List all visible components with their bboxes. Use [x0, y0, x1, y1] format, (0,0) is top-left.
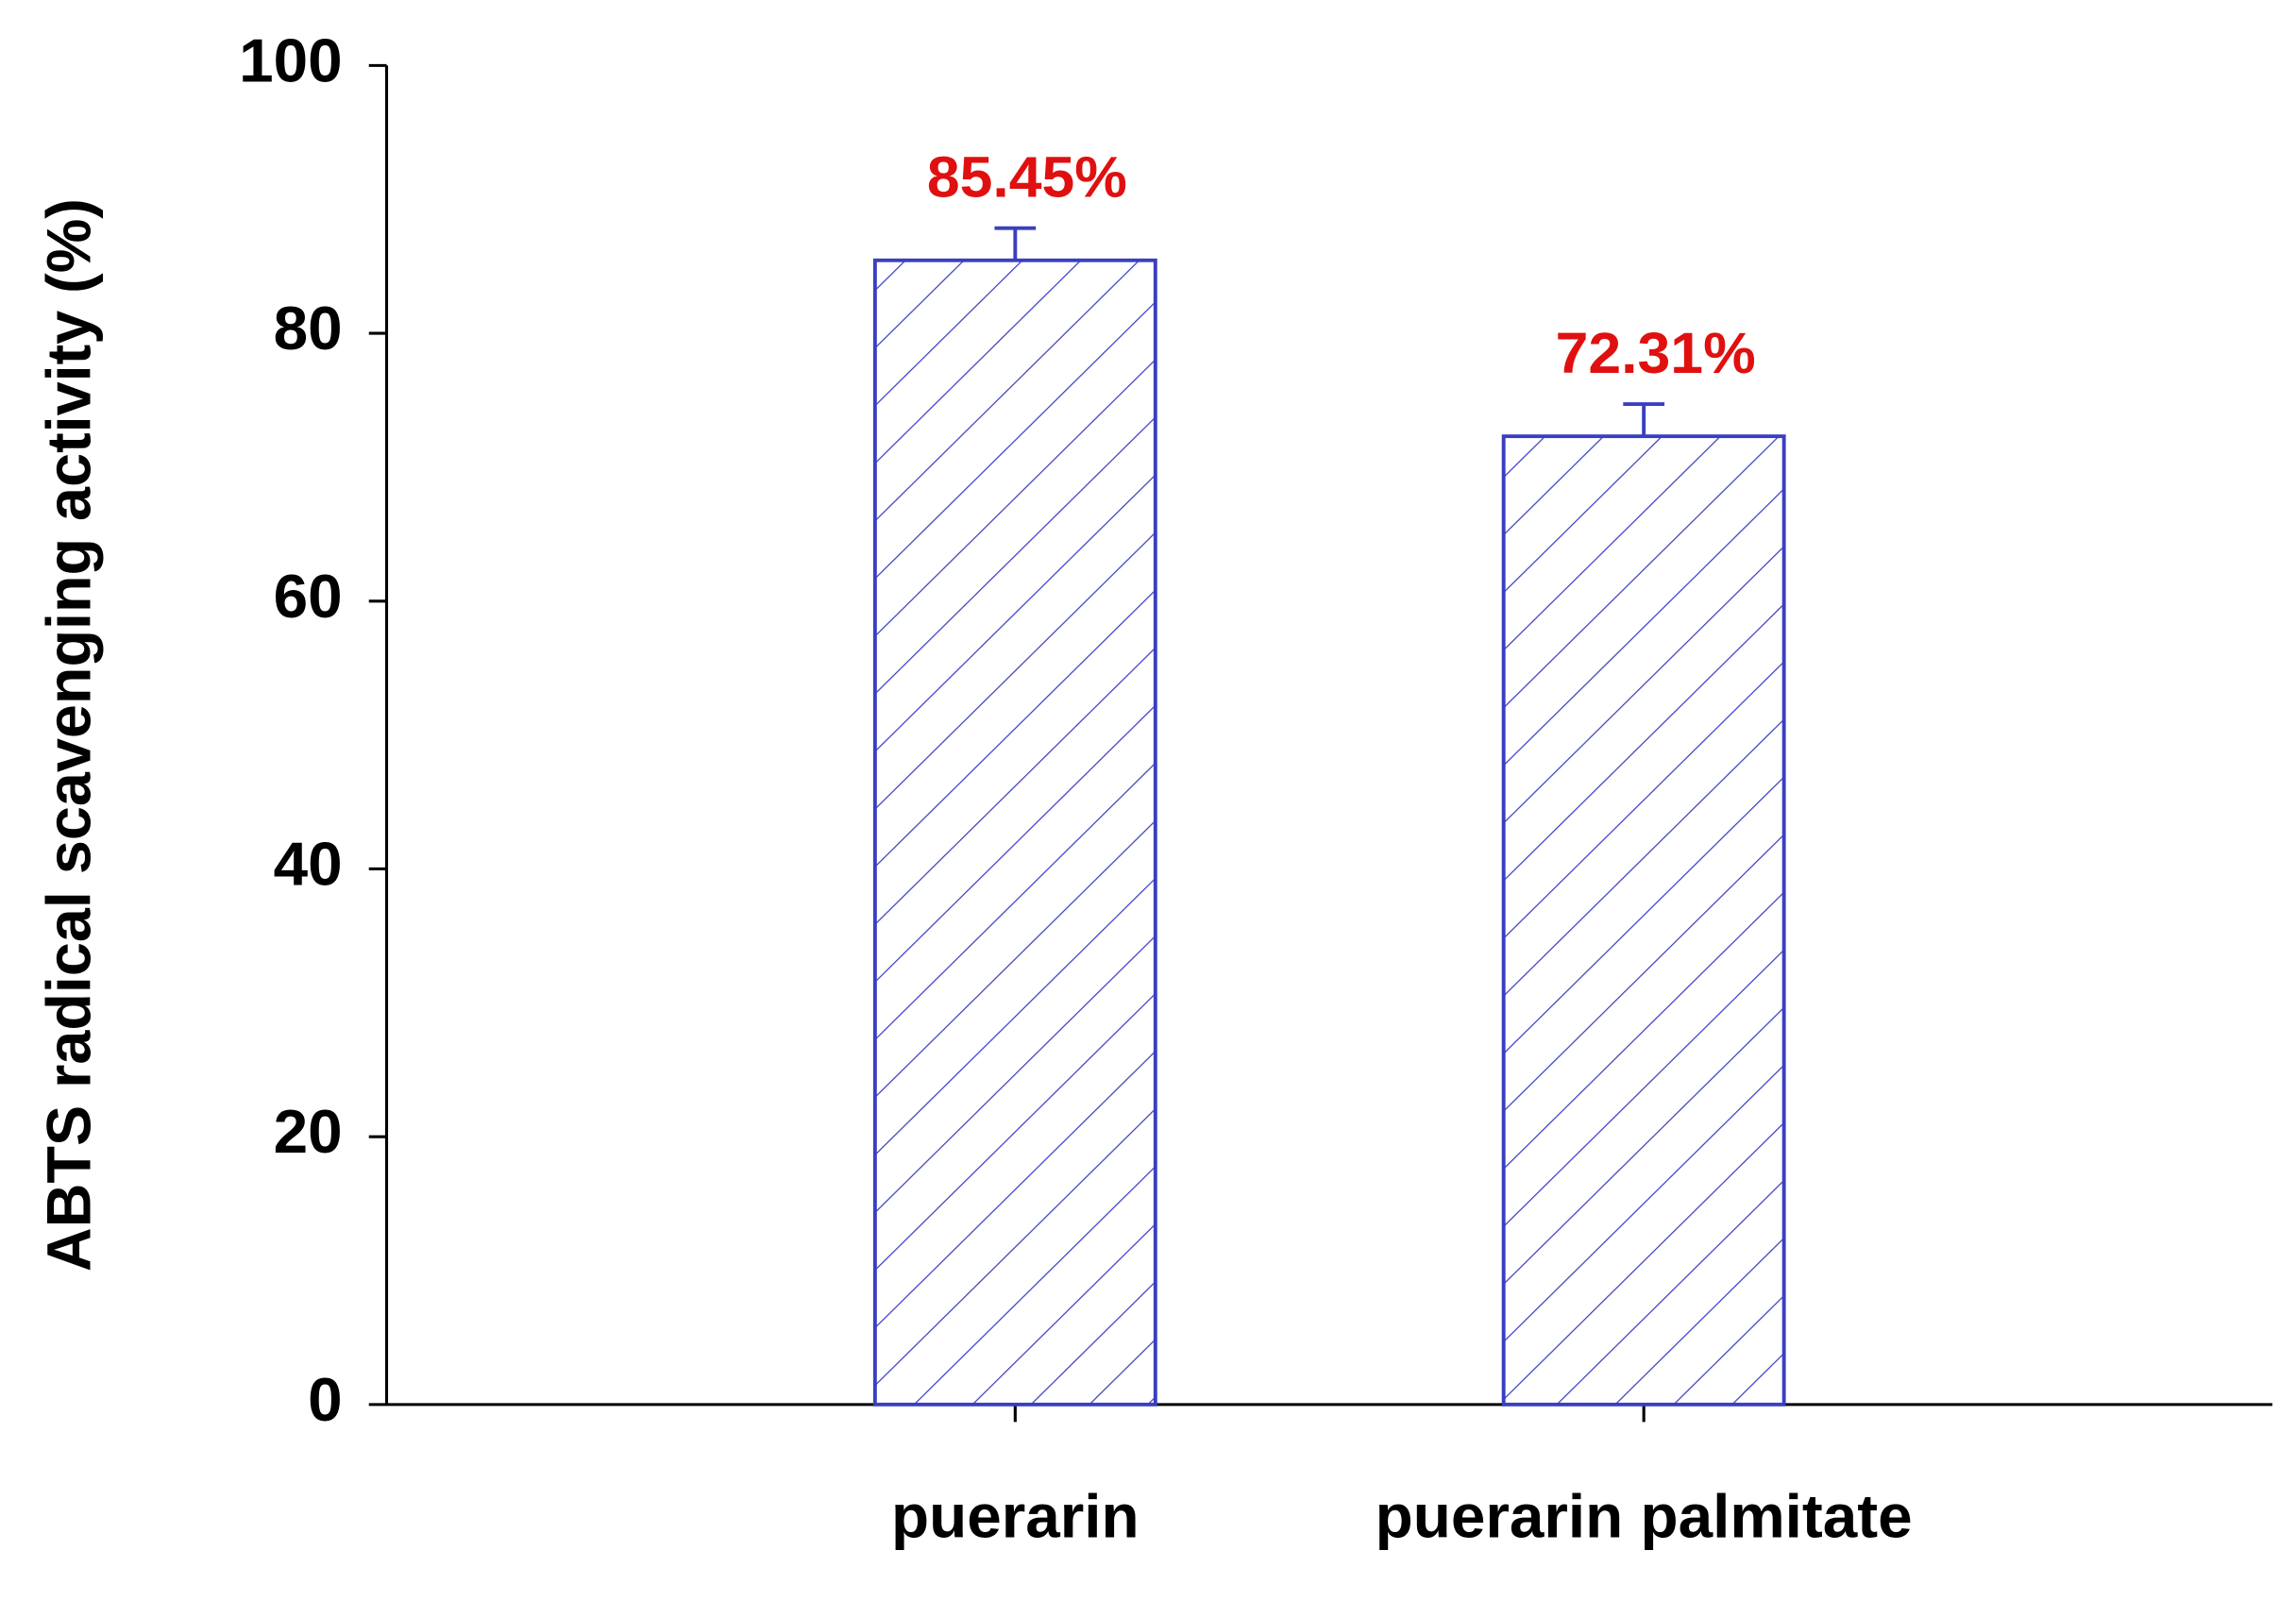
y-tick-label: 20 — [274, 1098, 343, 1167]
x-tick-label: puerarin — [891, 1482, 1140, 1551]
y-tick-label: 100 — [239, 26, 343, 95]
value-label: 72.31% — [1556, 321, 1756, 386]
y-tick-label: 0 — [308, 1365, 343, 1434]
x-tick-label: puerarin palmitate — [1376, 1482, 1913, 1551]
y-axis-title: ABTS radical scavenging activity (%) — [34, 198, 103, 1272]
y-tick-label: 60 — [274, 562, 343, 631]
y-tick-label: 80 — [274, 295, 343, 363]
y-tick-label: 40 — [274, 830, 343, 899]
bar — [1501, 434, 1786, 1407]
bar — [872, 258, 1157, 1407]
value-label: 85.45% — [927, 145, 1127, 211]
